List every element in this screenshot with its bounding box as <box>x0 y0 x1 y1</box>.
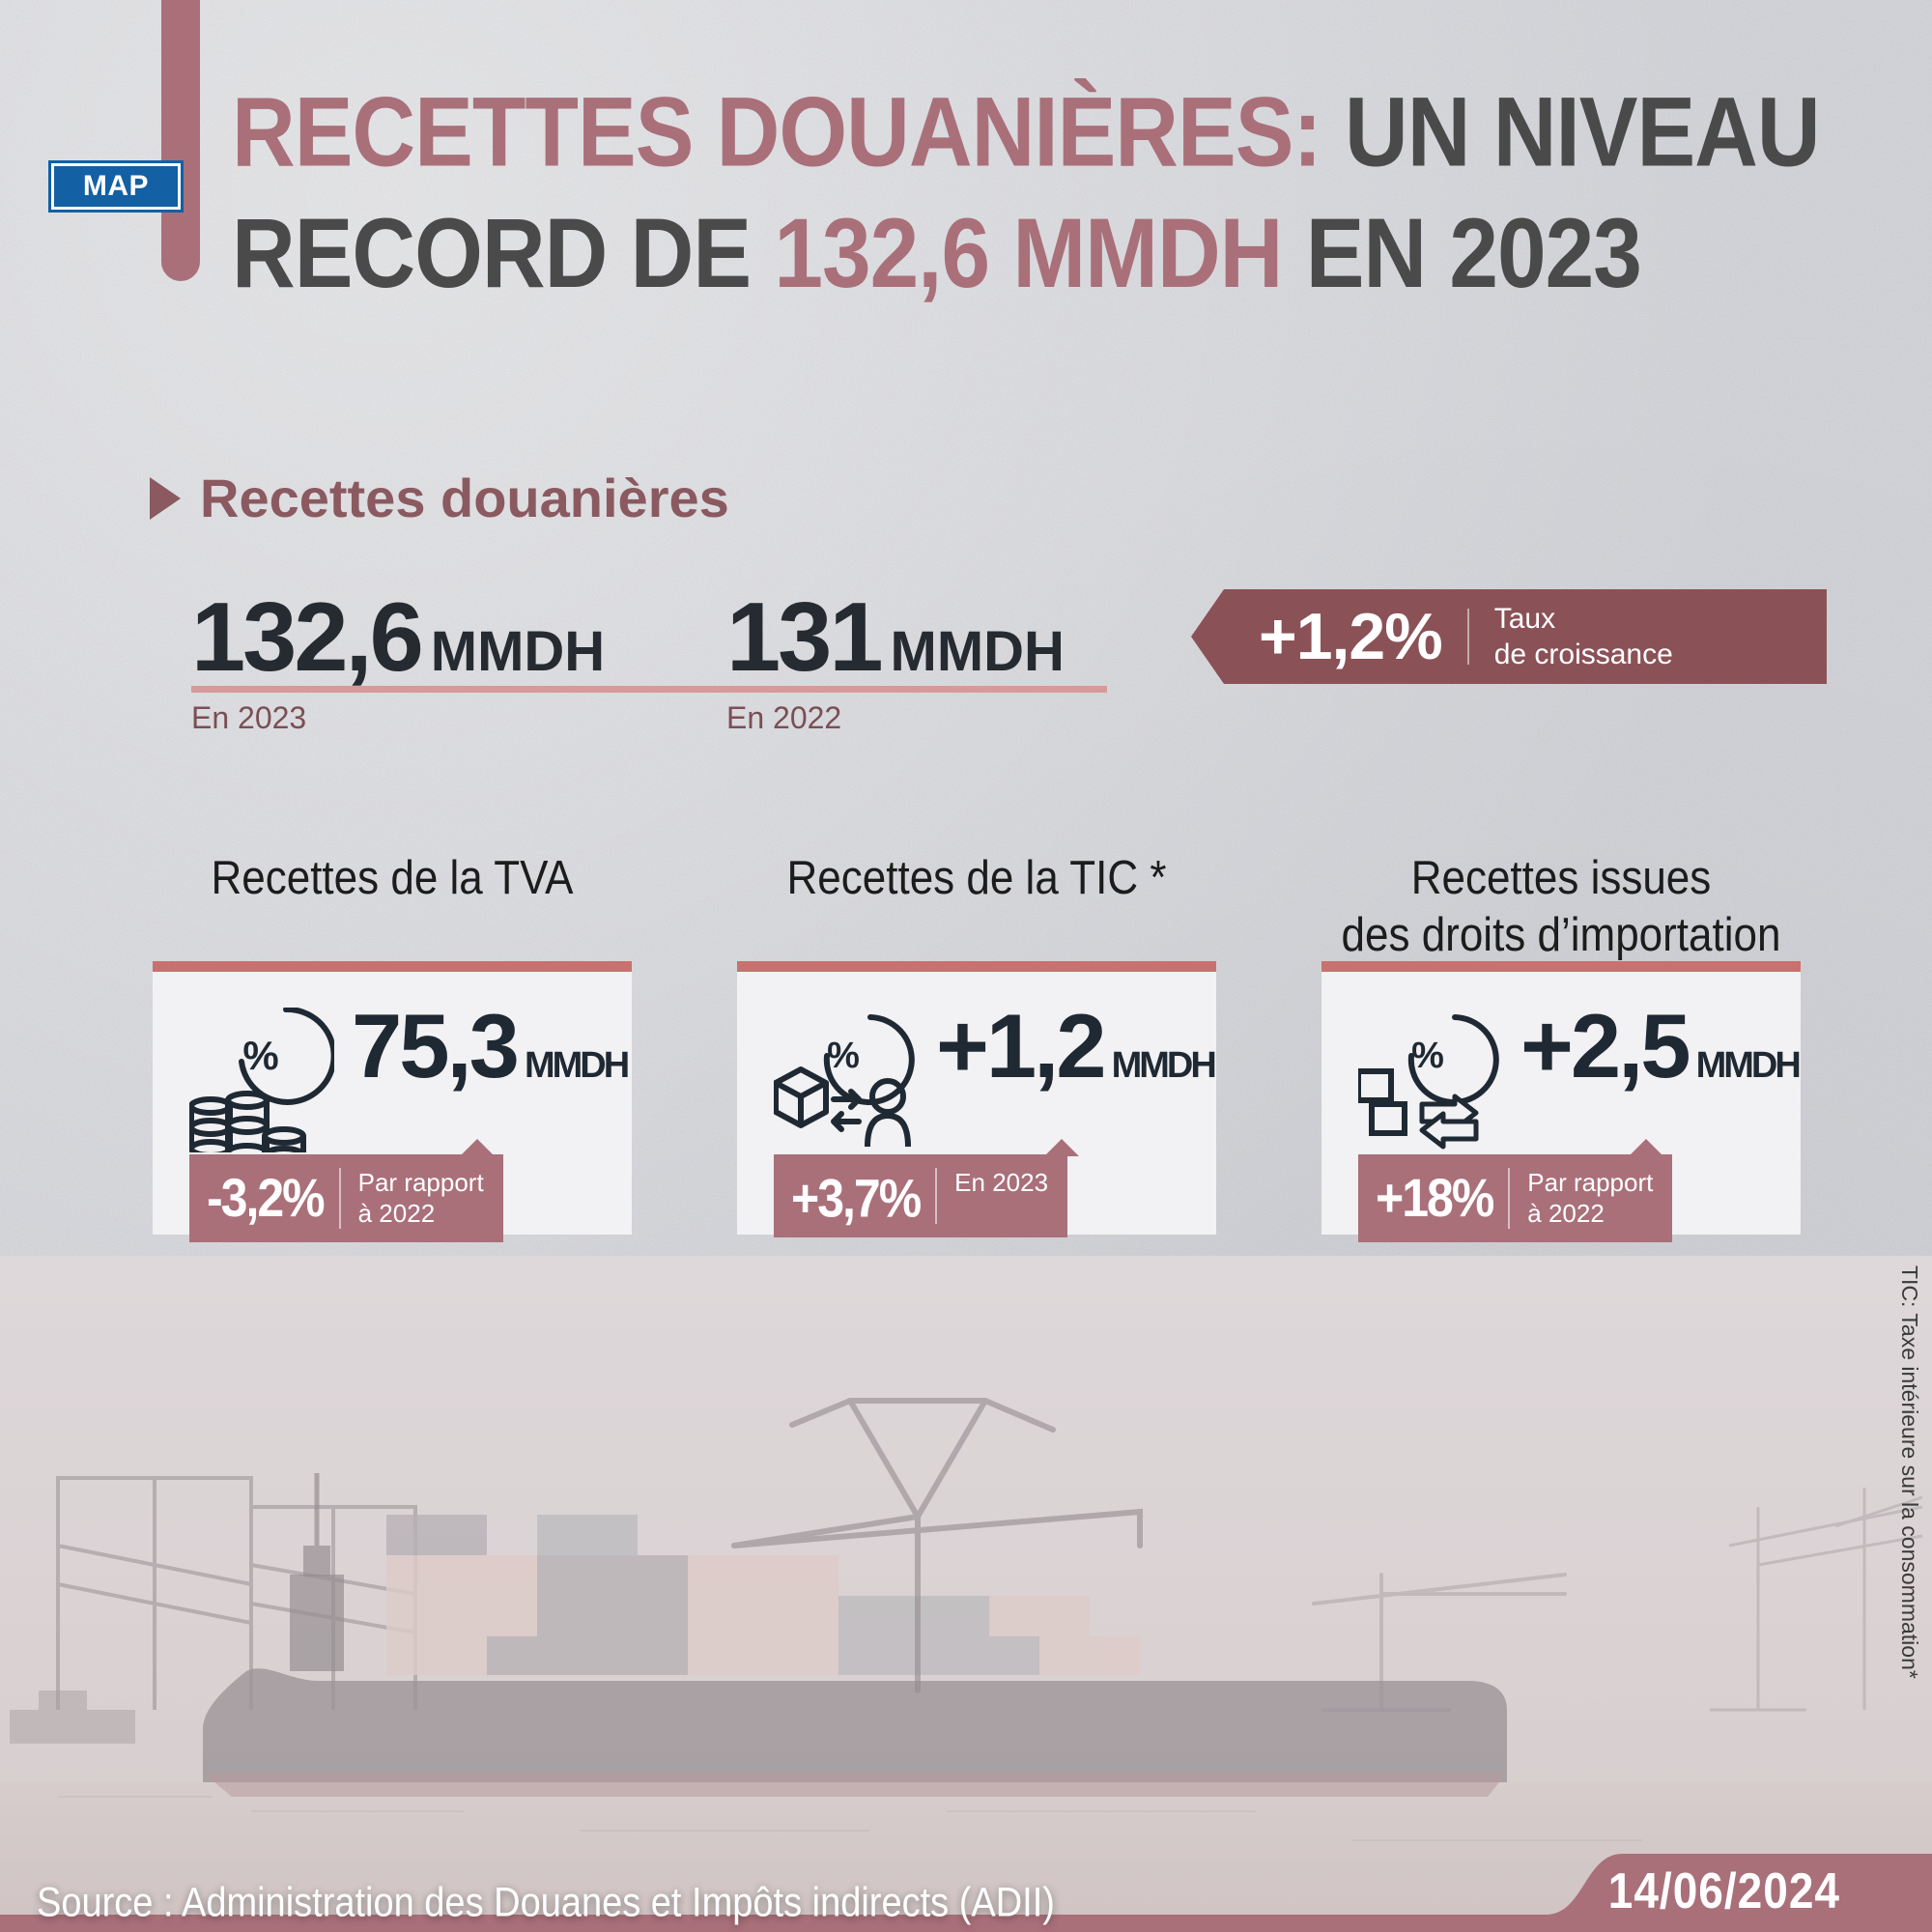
svg-text:%: % <box>1411 1036 1444 1076</box>
svg-text:%: % <box>827 1036 860 1076</box>
svg-text:%: % <box>242 1033 278 1078</box>
